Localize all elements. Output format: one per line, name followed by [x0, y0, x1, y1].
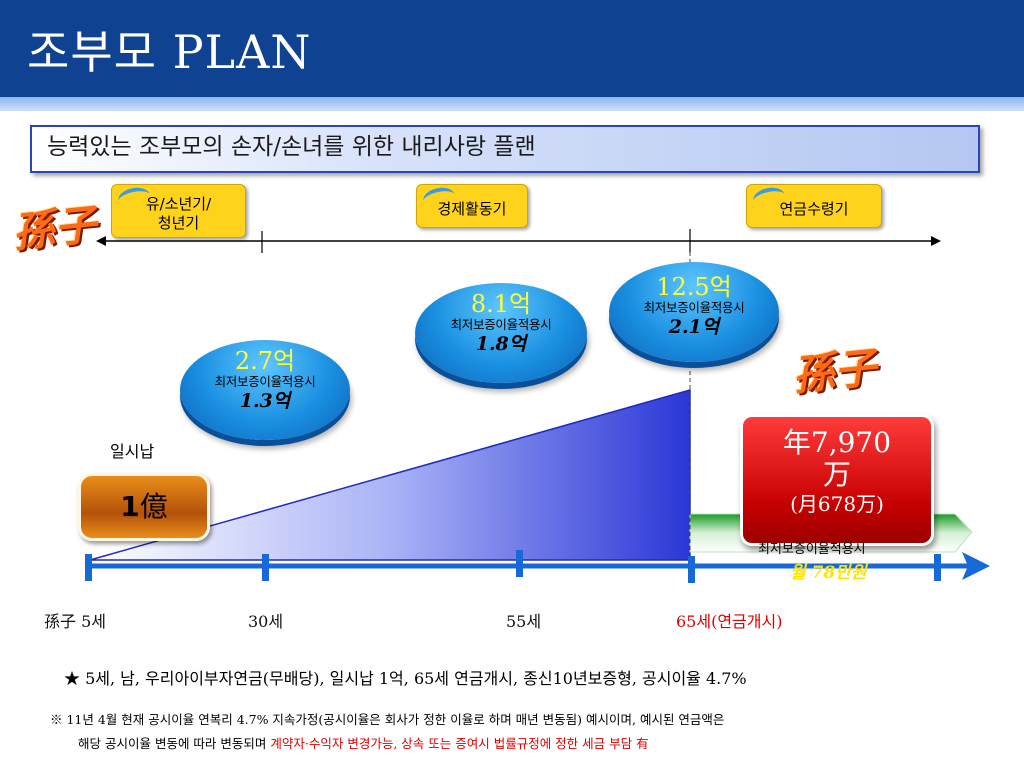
age-label-65: 65세(연금개시): [676, 612, 783, 631]
header-stripe: [0, 97, 1024, 111]
bubble-value: 1.8억: [475, 333, 527, 355]
bubble-headline: 12.5억: [656, 273, 732, 301]
subtitle: 능력있는 조부모의 손자/손녀를 위한 내리사랑 플랜: [47, 134, 536, 160]
bubble-caption: 최저보증이율적용시: [214, 374, 316, 389]
bubble-age-65: 12.5억 최저보증이율적용시 2.1억: [609, 262, 779, 362]
annuity-monthly: (月678万): [790, 492, 884, 516]
plan-conditions: ★ 5세, 남, 우리아이부자연금(무배당), 일시납 1억, 65세 연금개시…: [64, 669, 747, 688]
bubble-headline: 2.7억: [234, 347, 296, 375]
lump-sum-unit: 億: [139, 490, 168, 523]
disclaimer-line2: 해당 공시이율 변동에 따라 변동되며 계약자·수익자 변경가능, 상속 또는 …: [78, 733, 649, 752]
stage-working-label: 경제활동기: [437, 200, 507, 218]
stage-working: 경제활동기: [416, 184, 528, 228]
grandchild-label-left: 孫子: [9, 199, 99, 258]
annuity-value: 월 78만원: [790, 563, 867, 583]
bubble-caption: 최저보증이율적용시: [643, 300, 745, 315]
stage-pension: 연금수령기: [746, 184, 882, 228]
bubble-value: 1.3억: [239, 390, 291, 412]
disclaimer-warning: 계약자·수익자 변경가능, 상속 또는 증여시 법률규정에 정한 세금 부담 有: [270, 736, 649, 751]
subtitle-box: [30, 125, 980, 173]
age-label-30: 30세: [248, 612, 284, 631]
annuity-yearly-unit: 万: [822, 458, 851, 491]
grandchild-label-right: 孫子: [789, 342, 879, 401]
header-bar: [0, 0, 1024, 97]
bubble-age-30: 2.7억 최저보증이율적용시 1.3억: [180, 340, 350, 440]
growth-triangle: [89, 389, 691, 561]
annuity-box: 年7,970 万 (月678万): [740, 414, 934, 546]
annuity-yearly: 年7,970: [782, 426, 892, 459]
age-label-5: 孫子 5세: [44, 612, 106, 631]
stage-pension-label: 연금수령기: [779, 200, 849, 218]
bubble-age-55: 8.1억 최저보증이율적용시 1.8억: [415, 283, 587, 383]
age-label-55: 55세: [506, 612, 542, 631]
bubble-caption: 최저보증이율적용시: [450, 317, 552, 332]
disclaimer-line2-text: 해당 공시이율 변동에 따라 변동되며: [78, 736, 267, 751]
lump-sum-number: 1: [120, 490, 140, 523]
stage-youth-line2: 청년기: [157, 214, 200, 232]
page-title: 조부모 PLAN: [27, 25, 312, 79]
stage-youth-line1: 유/소년기/: [145, 195, 212, 213]
lump-sum-box: 1億: [78, 473, 210, 541]
period-arrow: [96, 229, 941, 253]
main-timeline: [85, 550, 990, 583]
bubble-value: 2.1억: [668, 316, 720, 338]
lump-sum-caption: 일시납: [110, 442, 155, 461]
disclaimer-line1: ※ 11년 4월 현재 공시이율 연복리 4.7% 지속가정(공시이율은 회사가…: [50, 712, 725, 727]
annuity-caption: 최저보증이율적용시: [758, 542, 866, 557]
bubble-headline: 8.1억: [470, 290, 532, 318]
stage-youth: 유/소년기/ 청년기: [111, 184, 246, 238]
